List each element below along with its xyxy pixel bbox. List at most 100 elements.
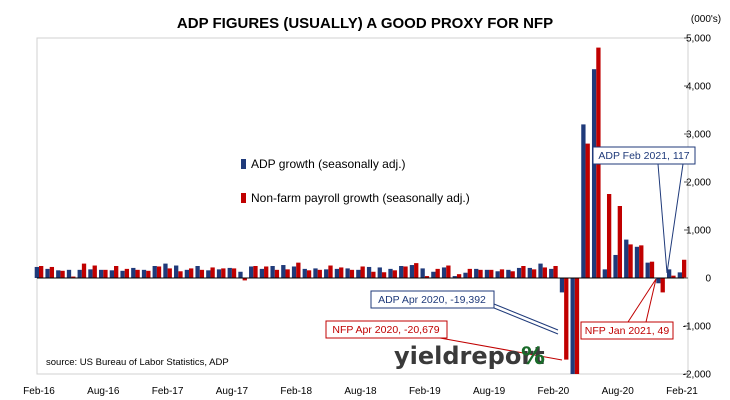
- annotation-adp-feb-2021: ADP Feb 2021, 117: [592, 146, 696, 274]
- adp-bar-may-19: [452, 276, 457, 278]
- adp-bar-jun-18: [334, 268, 340, 278]
- nfp-bar-aug-18: [360, 266, 365, 278]
- nfp-bar-jul-19: [478, 269, 483, 278]
- adp-bar-may-16: [66, 269, 72, 278]
- annotation-leader: [666, 163, 684, 274]
- chart-title: ADP FIGURES (USUALLY) A GOOD PROXY FOR N…: [177, 15, 553, 32]
- x-axis: Feb-16 Aug-16 Feb-17 Aug-17 Feb-18 Aug-18 Feb-…: [23, 386, 698, 397]
- y-tick-label: 2,000: [686, 178, 711, 189]
- adp-bar-feb-19: [420, 268, 425, 278]
- adp-bar-sep-16: [109, 270, 115, 278]
- y-tick-label: -2,000: [683, 370, 712, 381]
- adp-bar-feb-17: [163, 263, 168, 278]
- nfp-bar-jun-19: [467, 268, 472, 278]
- adp-bar-feb-16: [34, 266, 39, 278]
- adp-bar-aug-19: [484, 269, 490, 278]
- y-tick-label: 3,000: [686, 130, 711, 141]
- annotation-label-nfp-jan-2021: NFP Jan 2021, 49: [585, 325, 670, 337]
- nfp-bar-apr-18: [317, 269, 322, 278]
- annotation-box: [325, 320, 448, 339]
- nfp-bar-mar-17: [178, 271, 183, 278]
- nfp-bar-may-18: [328, 265, 333, 278]
- adp-bar-sep-17: [238, 271, 243, 278]
- x-tick-label: Aug-18: [344, 386, 377, 397]
- x-tick-label: Feb-20: [538, 386, 570, 397]
- adp-bar-jul-20: [602, 269, 607, 278]
- nfp-bar-may-19: [456, 274, 462, 278]
- nfp-bar-may-20: [585, 143, 590, 278]
- adp-bar-jan-18: [281, 265, 286, 278]
- adp-bar-feb-18: [291, 266, 297, 278]
- annotation-leader: [493, 307, 559, 335]
- nfp-bar-jan-21: [671, 275, 676, 278]
- nfp-bar-aug-19: [489, 269, 494, 278]
- adp-bar-aug-18: [356, 269, 361, 278]
- nfp-bar-nov-18: [392, 270, 397, 278]
- annotation-leader: [439, 337, 563, 361]
- nfp-bar-oct-17: [253, 266, 258, 278]
- nfp-bar-jan-20: [542, 267, 547, 278]
- adp-bar-mar-16: [45, 268, 50, 278]
- nfp-bar-feb-19: [424, 276, 430, 278]
- adp-bar-oct-20: [634, 246, 640, 278]
- nfp-bar-sep-17: [242, 278, 247, 281]
- nfp-bar-sep-16: [114, 266, 119, 278]
- x-tick-label: Aug-17: [216, 386, 249, 397]
- adp-bar-apr-19: [441, 267, 447, 278]
- nfp-bar-jan-17: [156, 266, 162, 278]
- annotation-label-nfp-apr-2020: NFP Apr 2020, -20,679: [332, 324, 439, 336]
- adp-bar-nov-17: [259, 268, 265, 278]
- adp-bar-sep-18: [366, 266, 372, 278]
- adp-bar-nov-19: [516, 267, 522, 278]
- x-tick-label: Feb-21: [666, 386, 698, 397]
- x-tick-label: Feb-16: [23, 386, 55, 397]
- adp-bar-jul-16: [88, 269, 93, 278]
- adp-bar-mar-18: [302, 268, 307, 278]
- adp-bar-sep-20: [624, 239, 629, 278]
- nfp-bar-may-16: [71, 276, 76, 278]
- annotation-leader: [657, 163, 668, 274]
- adp-bar-aug-16: [99, 269, 104, 278]
- adp-bar-feb-21: [677, 272, 682, 278]
- x-tick-label: Aug-20: [602, 386, 635, 397]
- adp-bar-aug-20: [613, 254, 618, 278]
- adp-bar-nov-18: [388, 268, 393, 278]
- x-tick-label: Aug-16: [87, 386, 120, 397]
- nfp-bar-aug-16: [103, 269, 108, 278]
- annotation-box: [580, 321, 674, 340]
- nfp-bar-apr-19: [446, 265, 451, 278]
- adp-bar-apr-20: [570, 278, 575, 374]
- y-tick-label: -1,000: [683, 322, 712, 333]
- adp-bar-jun-16: [77, 269, 82, 278]
- nfp-bar-sep-19: [499, 269, 505, 278]
- nfp-bar-dec-16: [146, 270, 151, 278]
- adp-bar-mar-19: [431, 271, 436, 278]
- annotations-group: ADP Feb 2021, 117 ADP Apr 2020, -19,392 …: [325, 146, 696, 361]
- nfp-bar-apr-20: [574, 278, 580, 374]
- y-axis-unit-label: (000's): [691, 14, 721, 25]
- nfp-bar-may-17: [199, 269, 205, 278]
- adp-bar-nov-20: [645, 262, 650, 278]
- nfp-bar-jun-16: [81, 263, 87, 278]
- adp-bar-oct-19: [506, 269, 511, 278]
- nfp-bar-dec-20: [660, 278, 665, 293]
- nfp-bar-jun-18: [339, 267, 344, 278]
- nfp-bar-sep-18: [371, 271, 376, 278]
- nfp-bar-feb-16: [39, 266, 44, 278]
- annotation-leader: [645, 278, 657, 323]
- nfp-bar-mar-19: [435, 268, 440, 278]
- nfp-bar-oct-16: [124, 268, 130, 278]
- adp-bar-oct-16: [120, 270, 125, 278]
- yieldreport-logo: yieldreport %: [394, 342, 545, 370]
- adp-bar-jun-17: [206, 270, 211, 278]
- annotation-box: [370, 290, 495, 309]
- adp-bar-apr-17: [184, 269, 190, 278]
- adp-bar-mar-17: [174, 265, 179, 278]
- adp-bar-aug-17: [227, 267, 232, 278]
- nfp-bar-nov-17: [264, 266, 269, 278]
- adp-bar-apr-16: [56, 270, 61, 278]
- nfp-bar-jul-18: [349, 269, 355, 278]
- adp-bar-jun-19: [463, 272, 468, 278]
